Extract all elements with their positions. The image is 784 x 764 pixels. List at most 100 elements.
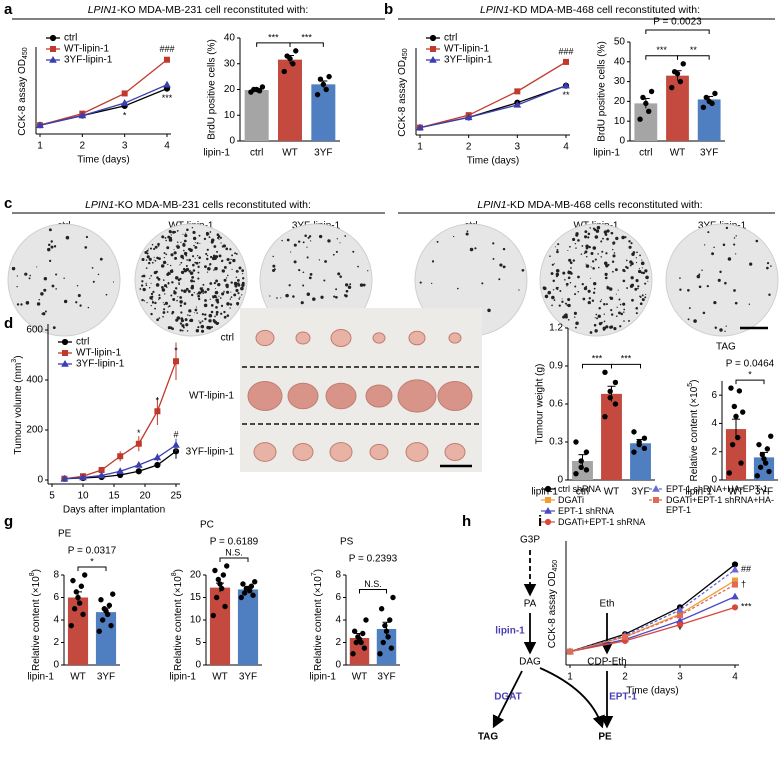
colony [766, 261, 770, 265]
colony [550, 272, 554, 275]
x-tick-label: 3 [677, 672, 683, 683]
colony [309, 273, 313, 276]
colony [562, 315, 566, 319]
colony [151, 301, 154, 304]
colony [170, 294, 173, 297]
colony [221, 269, 225, 273]
significance-bracket [611, 363, 641, 369]
colony [733, 237, 736, 239]
significance-bracket [735, 379, 765, 385]
x-axis-label: lipin-1 [685, 487, 712, 498]
data-point [323, 86, 329, 93]
legend-label: EPT-1 shRNA+HA-EPT-1 [666, 484, 768, 494]
marker [544, 485, 552, 493]
colony [241, 294, 243, 296]
diagram-node: EPT-1 [609, 692, 637, 703]
colony [499, 263, 503, 267]
data-point [583, 449, 590, 455]
data-point [317, 76, 324, 82]
line [39, 59, 168, 126]
y-tick-label: 4 [335, 615, 341, 626]
marker [49, 55, 57, 63]
colony [215, 306, 218, 309]
colony [11, 266, 16, 271]
colony [604, 233, 608, 236]
colony [204, 313, 207, 316]
colony [231, 268, 233, 270]
colony [602, 326, 606, 331]
y-tick-label: 40 [614, 56, 626, 67]
colony [146, 302, 148, 304]
colony [205, 252, 208, 255]
y-axis-label: Relative content (×108) [171, 569, 183, 671]
x-tick-label: 2 [80, 141, 86, 152]
colony [206, 257, 209, 261]
x-tick-label: ctrl [250, 148, 263, 159]
colony [582, 297, 586, 301]
colony [614, 268, 618, 272]
tumour [292, 443, 314, 461]
panel-label: i [538, 513, 542, 530]
colony [492, 257, 495, 260]
y-axis-label-part: ) [689, 379, 700, 382]
colony [230, 258, 232, 261]
x-tick-label: WT [282, 148, 298, 159]
colony [617, 289, 619, 291]
colony [297, 240, 301, 243]
annotation: *** [162, 93, 173, 103]
colony [162, 260, 167, 265]
colony [170, 234, 172, 236]
marker [135, 468, 142, 475]
colony [300, 301, 304, 305]
colony [165, 253, 168, 256]
colony [603, 303, 606, 306]
colony [318, 259, 321, 261]
colony [618, 311, 621, 315]
significance-label: * [748, 369, 752, 379]
data-point [377, 651, 383, 657]
colony [293, 260, 297, 264]
colony [194, 261, 197, 264]
colony [145, 267, 148, 269]
tumour [247, 381, 283, 411]
colony [195, 306, 197, 308]
colony [53, 245, 57, 248]
panel-label: a [4, 1, 13, 18]
colony [226, 258, 229, 261]
colony [176, 299, 178, 302]
colony [186, 330, 189, 332]
colony [359, 283, 364, 287]
colony [502, 265, 506, 269]
significance-bracket [582, 363, 612, 369]
colony [207, 266, 211, 271]
colony [223, 291, 225, 293]
colony [637, 269, 642, 274]
colony [188, 270, 191, 273]
gene-name: LPIN1 [480, 4, 509, 16]
tumour [405, 442, 429, 462]
colony [701, 269, 703, 272]
colony [55, 273, 58, 276]
y-axis-label: CCK-8 assay OD450 [547, 560, 560, 648]
colony [641, 259, 643, 261]
data-point [238, 594, 244, 601]
marker [173, 358, 179, 365]
colony [235, 253, 238, 255]
colony [152, 300, 154, 302]
colony [577, 275, 580, 279]
colony [352, 250, 355, 253]
y-axis-label: Tumour weight (g) [535, 364, 546, 445]
colony [205, 231, 209, 235]
colony [620, 312, 624, 316]
data-point [326, 73, 332, 80]
colony [162, 315, 164, 318]
marker [135, 440, 142, 447]
significance-bracket [645, 55, 678, 60]
tumour [437, 381, 473, 411]
colony [209, 263, 212, 266]
line [569, 606, 736, 653]
colony [204, 290, 207, 294]
colony-well [7, 223, 121, 337]
marker [544, 518, 552, 526]
